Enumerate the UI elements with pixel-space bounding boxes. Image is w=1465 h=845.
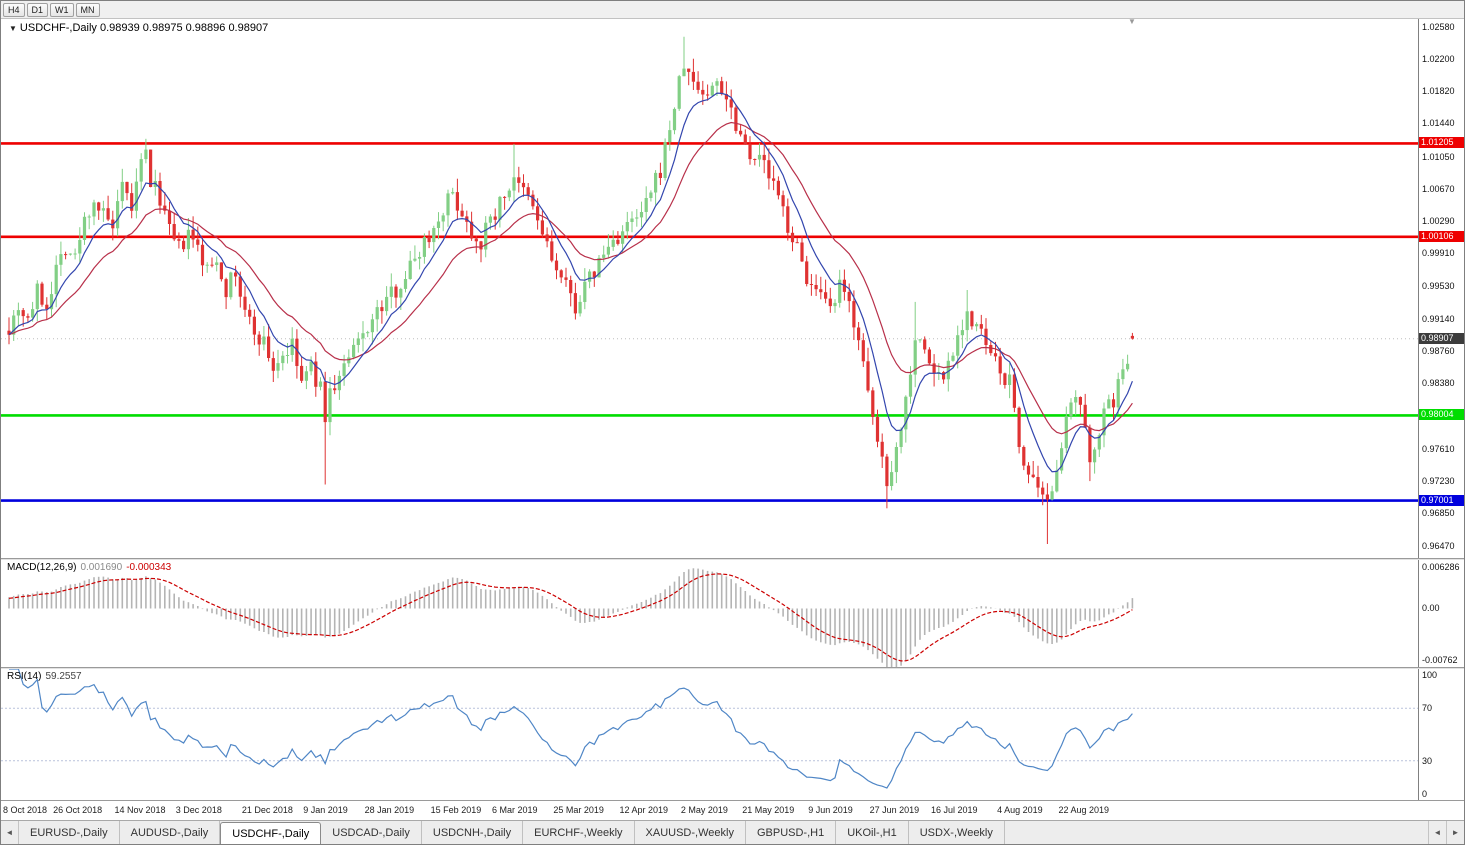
- tabbar-scroll-left2-icon[interactable]: ◄: [1428, 821, 1446, 844]
- chart-ohlc-values: 0.98939 0.98975 0.98896 0.98907: [99, 22, 269, 34]
- date-axis-label: 16 Jul 2019: [931, 805, 978, 815]
- axis-label: 1.02580: [1422, 21, 1455, 32]
- axis-label: 0.96470: [1422, 540, 1455, 551]
- date-axis-label: 9 Jan 2019: [303, 805, 348, 815]
- rsi-svg: [1, 669, 1418, 789]
- date-axis-label: 28 Jan 2019: [364, 805, 415, 815]
- price-badge: 0.97001: [1419, 494, 1464, 506]
- date-axis-label: 9 Jun 2019: [808, 805, 853, 815]
- macd-value: 0.001690: [80, 562, 123, 573]
- timeframe-toolbar: H4 D1 W1 MN: [1, 1, 1464, 19]
- axis-label: 0.98380: [1422, 378, 1455, 389]
- rsi-plot[interactable]: RSI(14) 59.2557: [1, 669, 1418, 800]
- tab-usdx-weekly[interactable]: USDX-,Weekly: [908, 821, 1005, 844]
- axis-label: 0.99910: [1422, 248, 1455, 259]
- axis-label: 1.01440: [1422, 118, 1455, 129]
- timeframe-button-mn[interactable]: MN: [75, 2, 100, 17]
- date-axis-label: 3 Dec 2018: [175, 805, 222, 815]
- date-axis-label: 26 Oct 2018: [53, 805, 103, 815]
- panel-divider[interactable]: [1, 558, 1464, 560]
- macd-panel-row: MACD(12,26,9) 0.001690 -0.000343 0.006286 0…: [1, 560, 1464, 667]
- macd-label: MACD(12,26,9) 0.001690 -0.000343: [7, 562, 171, 573]
- macd-axis[interactable]: 0.006286 0.00 -0.00762: [1418, 560, 1464, 667]
- axis-label: 0.99140: [1422, 313, 1455, 324]
- timeframe-button-h4[interactable]: H4: [3, 2, 25, 17]
- date-axis-label: 6 Mar 2019: [492, 805, 538, 815]
- main-chart-plot[interactable]: ▼ USDCHF-,Daily 0.98939 0.98975 0.98896 0…: [1, 19, 1418, 558]
- tab-xauusd-weekly[interactable]: XAUUSD-,Weekly: [634, 821, 746, 844]
- tabbar-scroll-left-icon[interactable]: ◄: [1, 821, 19, 844]
- axis-label: 0.97610: [1422, 443, 1455, 454]
- chart-symbol-label: USDCHF-,Daily: [19, 22, 97, 34]
- price-badge: 0.98004: [1419, 409, 1464, 421]
- date-axis-label: 14 Nov 2018: [114, 805, 166, 815]
- price-axis[interactable]: 1.02580 1.02200 1.01820 1.01440 1.01050 1.006…: [1418, 19, 1464, 558]
- tab-usdcnh-daily[interactable]: USDCNH-,Daily: [421, 821, 524, 844]
- date-axis-label: 8 Oct 2018: [3, 805, 48, 815]
- price-badge: 0.98907: [1419, 332, 1464, 344]
- tab-ukoil-h1[interactable]: UKOil-,H1: [836, 821, 909, 844]
- macd-name: MACD(12,26,9): [7, 562, 77, 573]
- tab-list: EURUSD-,Daily AUDUSD-,Daily USDCHF-,Daily U…: [19, 821, 1005, 844]
- date-axis-label: 15 Feb 2019: [430, 805, 482, 815]
- axis-label: 0: [1422, 789, 1428, 799]
- axis-label: 1.00670: [1422, 183, 1455, 194]
- axis-label: 0.96850: [1422, 508, 1455, 519]
- date-axis-label: 2 May 2019: [680, 805, 728, 815]
- date-axis-label: 22 Aug 2019: [1058, 805, 1109, 815]
- symbol-dropdown-icon[interactable]: ▼: [9, 24, 17, 33]
- rsi-label: RSI(14) 59.2557: [7, 671, 82, 682]
- axis-label: -0.00762: [1422, 655, 1458, 665]
- timeframe-button-w1[interactable]: W1: [50, 2, 74, 17]
- macd-plot[interactable]: MACD(12,26,9) 0.001690 -0.000343: [1, 560, 1418, 667]
- axis-label: 0.98760: [1422, 346, 1455, 357]
- tab-gbpusd-h1[interactable]: GBPUSD-,H1: [745, 821, 837, 844]
- axis-label: 0.006286: [1422, 562, 1460, 572]
- macd-signal-value: -0.000343: [126, 562, 172, 573]
- tabbar-scroll-right-icon[interactable]: ►: [1446, 821, 1464, 844]
- chart-title: ▼ USDCHF-,Daily 0.98939 0.98975 0.98896 0…: [9, 22, 268, 34]
- axis-label: 100: [1422, 670, 1438, 680]
- rsi-name: RSI(14): [7, 671, 42, 682]
- tabbar-spacer: [1005, 821, 1428, 844]
- tab-usdchf-daily[interactable]: USDCHF-,Daily: [220, 822, 322, 844]
- date-axis-label: 21 Dec 2018: [241, 805, 293, 815]
- date-axis-label: 12 Apr 2019: [619, 805, 669, 815]
- axis-label: 0.99530: [1422, 280, 1455, 291]
- tab-audusd-daily[interactable]: AUDUSD-,Daily: [119, 821, 221, 844]
- timeframe-button-d1[interactable]: D1: [26, 2, 49, 17]
- axis-label: 1.00290: [1422, 216, 1455, 227]
- timeframe-buttons: H4 D1 W1 MN: [3, 2, 100, 17]
- chart-shift-marker[interactable]: ▼: [1128, 19, 1136, 26]
- rsi-axis[interactable]: 100 70 30 0: [1418, 669, 1464, 800]
- tab-eurchf-weekly[interactable]: EURCHF-,Weekly: [523, 821, 635, 844]
- date-axis[interactable]: 8 Oct 2018 26 Oct 2018 14 Nov 2018 3 Dec 20…: [1, 800, 1464, 820]
- macd-svg: [8, 568, 1134, 667]
- tab-eurusd-daily[interactable]: EURUSD-,Daily: [19, 821, 120, 844]
- axis-label: 0.97230: [1422, 476, 1455, 487]
- date-axis-label: 21 May 2019: [742, 805, 795, 815]
- main-chart-svg: [1, 36, 1418, 544]
- axis-label: 1.01050: [1422, 151, 1455, 162]
- date-axis-label: 27 Jun 2019: [869, 805, 920, 815]
- price-badge: 1.01205: [1419, 137, 1464, 149]
- chart-tab-bar: ◄ EURUSD-,Daily AUDUSD-,Daily USDCHF-,Dail…: [1, 820, 1464, 844]
- date-axis-label: 25 Mar 2019: [553, 805, 604, 815]
- axis-label: 0.00: [1422, 603, 1440, 614]
- axis-label: 70: [1422, 703, 1433, 714]
- axis-label: 30: [1422, 755, 1433, 766]
- rsi-value: 59.2557: [45, 671, 82, 682]
- axis-label: 1.01820: [1422, 86, 1455, 97]
- axis-label: 1.02200: [1422, 53, 1455, 64]
- tab-usdcad-daily[interactable]: USDCAD-,Daily: [321, 821, 422, 844]
- date-axis-label: 4 Aug 2019: [997, 805, 1043, 815]
- price-badge: 1.00106: [1419, 230, 1464, 242]
- rsi-panel-row: RSI(14) 59.2557 100 70 30 0: [1, 669, 1464, 800]
- main-chart-row: ▼ USDCHF-,Daily 0.98939 0.98975 0.98896 0…: [1, 19, 1464, 558]
- panel-divider[interactable]: [1, 667, 1464, 669]
